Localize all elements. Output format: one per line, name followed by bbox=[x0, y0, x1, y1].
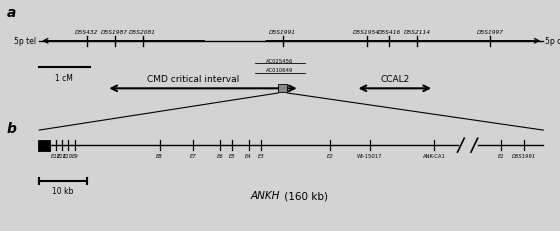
Text: E3: E3 bbox=[258, 153, 264, 158]
Text: E9: E9 bbox=[72, 153, 78, 158]
Text: E1: E1 bbox=[498, 153, 505, 158]
Text: D5S2081: D5S2081 bbox=[129, 30, 156, 35]
Text: D5S1997: D5S1997 bbox=[477, 30, 503, 35]
Text: E6: E6 bbox=[217, 153, 223, 158]
Text: E11: E11 bbox=[57, 153, 67, 158]
Text: E2: E2 bbox=[327, 153, 334, 158]
Text: CMD critical interval: CMD critical interval bbox=[147, 75, 239, 84]
Text: 5p tel: 5p tel bbox=[14, 37, 36, 46]
Text: 10 kb: 10 kb bbox=[52, 186, 74, 195]
Text: E4: E4 bbox=[245, 153, 252, 158]
Text: WI-15017: WI-15017 bbox=[357, 153, 382, 158]
Bar bbox=[278, 85, 287, 92]
Text: D5S432: D5S432 bbox=[75, 30, 99, 35]
Text: E7: E7 bbox=[190, 153, 197, 158]
Text: E10: E10 bbox=[63, 153, 73, 158]
Text: D5S1991: D5S1991 bbox=[269, 30, 296, 35]
Text: D5S1954: D5S1954 bbox=[353, 30, 380, 35]
Text: D5S1991: D5S1991 bbox=[511, 153, 536, 158]
Text: ANK-CA1: ANK-CA1 bbox=[423, 153, 445, 158]
Text: D5S2114: D5S2114 bbox=[404, 30, 431, 35]
Text: AC025456: AC025456 bbox=[267, 58, 293, 64]
Text: E8: E8 bbox=[156, 153, 163, 158]
Text: ANKH: ANKH bbox=[251, 190, 280, 200]
Text: D5S416: D5S416 bbox=[377, 30, 401, 35]
Text: b: b bbox=[7, 121, 17, 135]
Text: E12: E12 bbox=[51, 153, 61, 158]
Text: AC010649: AC010649 bbox=[267, 68, 293, 73]
Text: 5p cen: 5p cen bbox=[545, 37, 560, 46]
Text: CCAL2: CCAL2 bbox=[380, 75, 409, 84]
Text: 1 cM: 1 cM bbox=[55, 74, 73, 83]
Text: a: a bbox=[7, 6, 16, 20]
Text: E5: E5 bbox=[228, 153, 235, 158]
Text: D5S1987: D5S1987 bbox=[101, 30, 128, 35]
Text: (160 kb): (160 kb) bbox=[281, 190, 328, 200]
Bar bbox=[38, 140, 50, 151]
